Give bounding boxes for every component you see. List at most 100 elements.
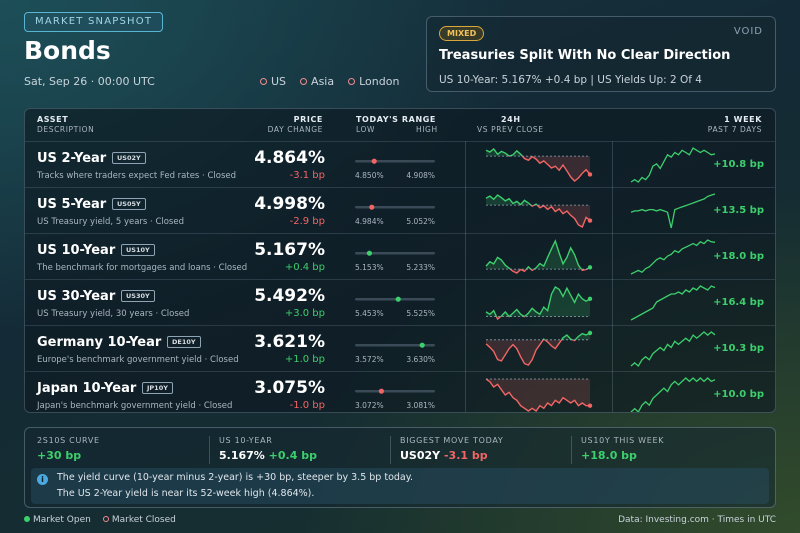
stat-curve-label: 2S10S CURVE [37,436,100,445]
range-low: 5.453% [355,309,384,318]
stat-us10y-label: US 10-YEAR [219,436,273,445]
range-marker [419,342,425,348]
column-divider [465,141,466,412]
session-asia: Asia [300,75,334,88]
range-high: 5.233% [406,263,435,272]
col-price: PRICE [293,115,323,124]
week-sparkline [630,331,716,367]
asset-description: US Treasury yield, 5 years · Closed [37,217,184,227]
stat-divider [209,436,210,464]
asset-name[interactable]: US 10-Year [37,243,116,258]
intraday-last-point [587,172,593,177]
intraday-line-up [485,286,591,317]
range-bar [355,296,435,302]
info-line-curve: The yield curve (10-year minus 2-year) i… [57,472,414,483]
day-change: +1.0 bp [284,354,325,365]
stat-divider [571,436,572,464]
intraday-area-down [486,379,590,411]
range-high: 3.081% [406,401,435,410]
day-change: -2.9 bp [289,216,325,227]
week-change: +10.0 bp [713,389,764,400]
stat-biggest-move-ticker: US02Y [400,449,441,462]
intraday-area-up [486,333,590,340]
price-value: 5.492% [254,286,325,306]
col-description: DESCRIPTION [37,125,95,134]
range-high: 4.908% [406,171,435,180]
price-value: 3.075% [254,378,325,398]
session-status-icon [260,78,267,85]
legend-market-open: Market Open [24,515,91,525]
range-high: 3.630% [406,355,435,364]
table-row[interactable]: Japan 10-Year JP10Y Japan's benchmark go… [25,371,775,412]
session-status-icon [348,78,356,85]
footer-legend: Market Open Market Closed [24,515,176,525]
asset-description: Japan's benchmark government yield · Clo… [37,401,233,411]
range-low: 5.153% [355,263,384,272]
table-row[interactable]: US 10-Year US10Y The benchmark for mortg… [25,233,775,279]
intraday-line-up [485,194,545,206]
asset-name[interactable]: US 30-Year [37,289,116,304]
table-row[interactable]: US 30-Year US30Y US Treasury yield, 30 y… [25,279,775,325]
info-icon: i [37,474,48,485]
news-headline[interactable]: Treasuries Split With No Clear Direction [439,48,731,63]
session-status-icon [300,78,308,85]
week-line [630,239,716,275]
asset-name[interactable]: Japan 10-Year [37,381,137,396]
stat-week-value: +18.0 bp [581,449,637,462]
asset-description: US Treasury yield, 30 years · Closed [37,309,190,319]
range-low: 4.984% [355,217,384,226]
range-track [355,390,435,393]
col-vs-prev-close: VS PREV CLOSE [477,125,544,134]
session-us: US [260,75,286,88]
range-track [355,298,435,301]
week-sparkline [630,147,716,183]
open-dot-icon [24,516,30,522]
ticker-badge: JP10Y [142,382,173,394]
range-bar [355,388,435,394]
range-marker [371,158,377,164]
table-row[interactable]: Germany 10-Year DE10Y Europe's benchmark… [25,325,775,371]
day-change: +3.0 bp [284,308,325,319]
table-row[interactable]: US 2-Year US02Y Tracks where traders exp… [25,141,775,187]
range-marker [366,250,372,256]
week-change: +16.4 bp [713,297,764,308]
table-row[interactable]: US 5-Year US05Y US Treasury yield, 5 yea… [25,187,775,233]
stat-us10y-value: 5.167% [219,449,265,462]
price-value: 4.998% [254,194,325,214]
info-line-high: The US 2-Year yield is near its 52-week … [57,488,315,499]
range-marker [378,388,384,394]
stat-biggest-move-change: -3.1 bp [443,449,488,462]
legend-market-closed: Market Closed [102,515,176,525]
intraday-sparkline [485,378,593,412]
week-sparkline [630,193,716,229]
col-1-week: 1 WEEK [724,115,762,124]
ticker-badge: US10Y [121,244,155,256]
bonds-table: ASSET DESCRIPTION PRICE DAY CHANGE TODAY… [24,108,776,413]
range-low: 4.850% [355,171,384,180]
range-track [355,160,435,163]
col-low: LOW [356,125,376,134]
week-sparkline [630,239,716,275]
range-bar [355,342,435,348]
range-high: 5.525% [406,309,435,318]
range-bar [355,158,435,164]
intraday-last-point [587,296,593,302]
stat-us10y: 5.167% +0.4 bp [219,449,317,462]
asset-name[interactable]: US 2-Year [37,151,107,166]
range-track [355,252,435,255]
intraday-line-up [485,148,533,157]
asset-name[interactable]: Germany 10-Year [37,335,162,350]
intraday-line-down [507,156,591,182]
market-snapshot-badge: MARKET SNAPSHOT [24,12,164,32]
date-time-label: Sat, Sep 26 · 00:00 UTC [24,75,155,88]
intraday-line-down [485,379,590,412]
stat-week-label: US10Y THIS WEEK [581,436,665,445]
ticker-badge: DE10Y [167,336,201,348]
col-high: HIGH [416,125,438,134]
news-card[interactable]: MIXED VOID Treasuries Split With No Clea… [426,16,776,92]
intraday-area-up [486,241,590,270]
data-source: Data: Investing.com · Times in UTC [618,515,776,525]
week-line [630,377,716,412]
asset-name[interactable]: US 5-Year [37,197,107,212]
intraday-area-up [486,149,590,157]
